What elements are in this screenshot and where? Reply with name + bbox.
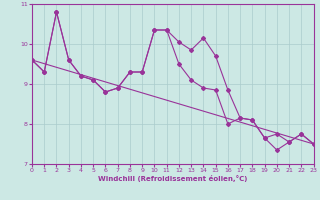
X-axis label: Windchill (Refroidissement éolien,°C): Windchill (Refroidissement éolien,°C): [98, 175, 247, 182]
